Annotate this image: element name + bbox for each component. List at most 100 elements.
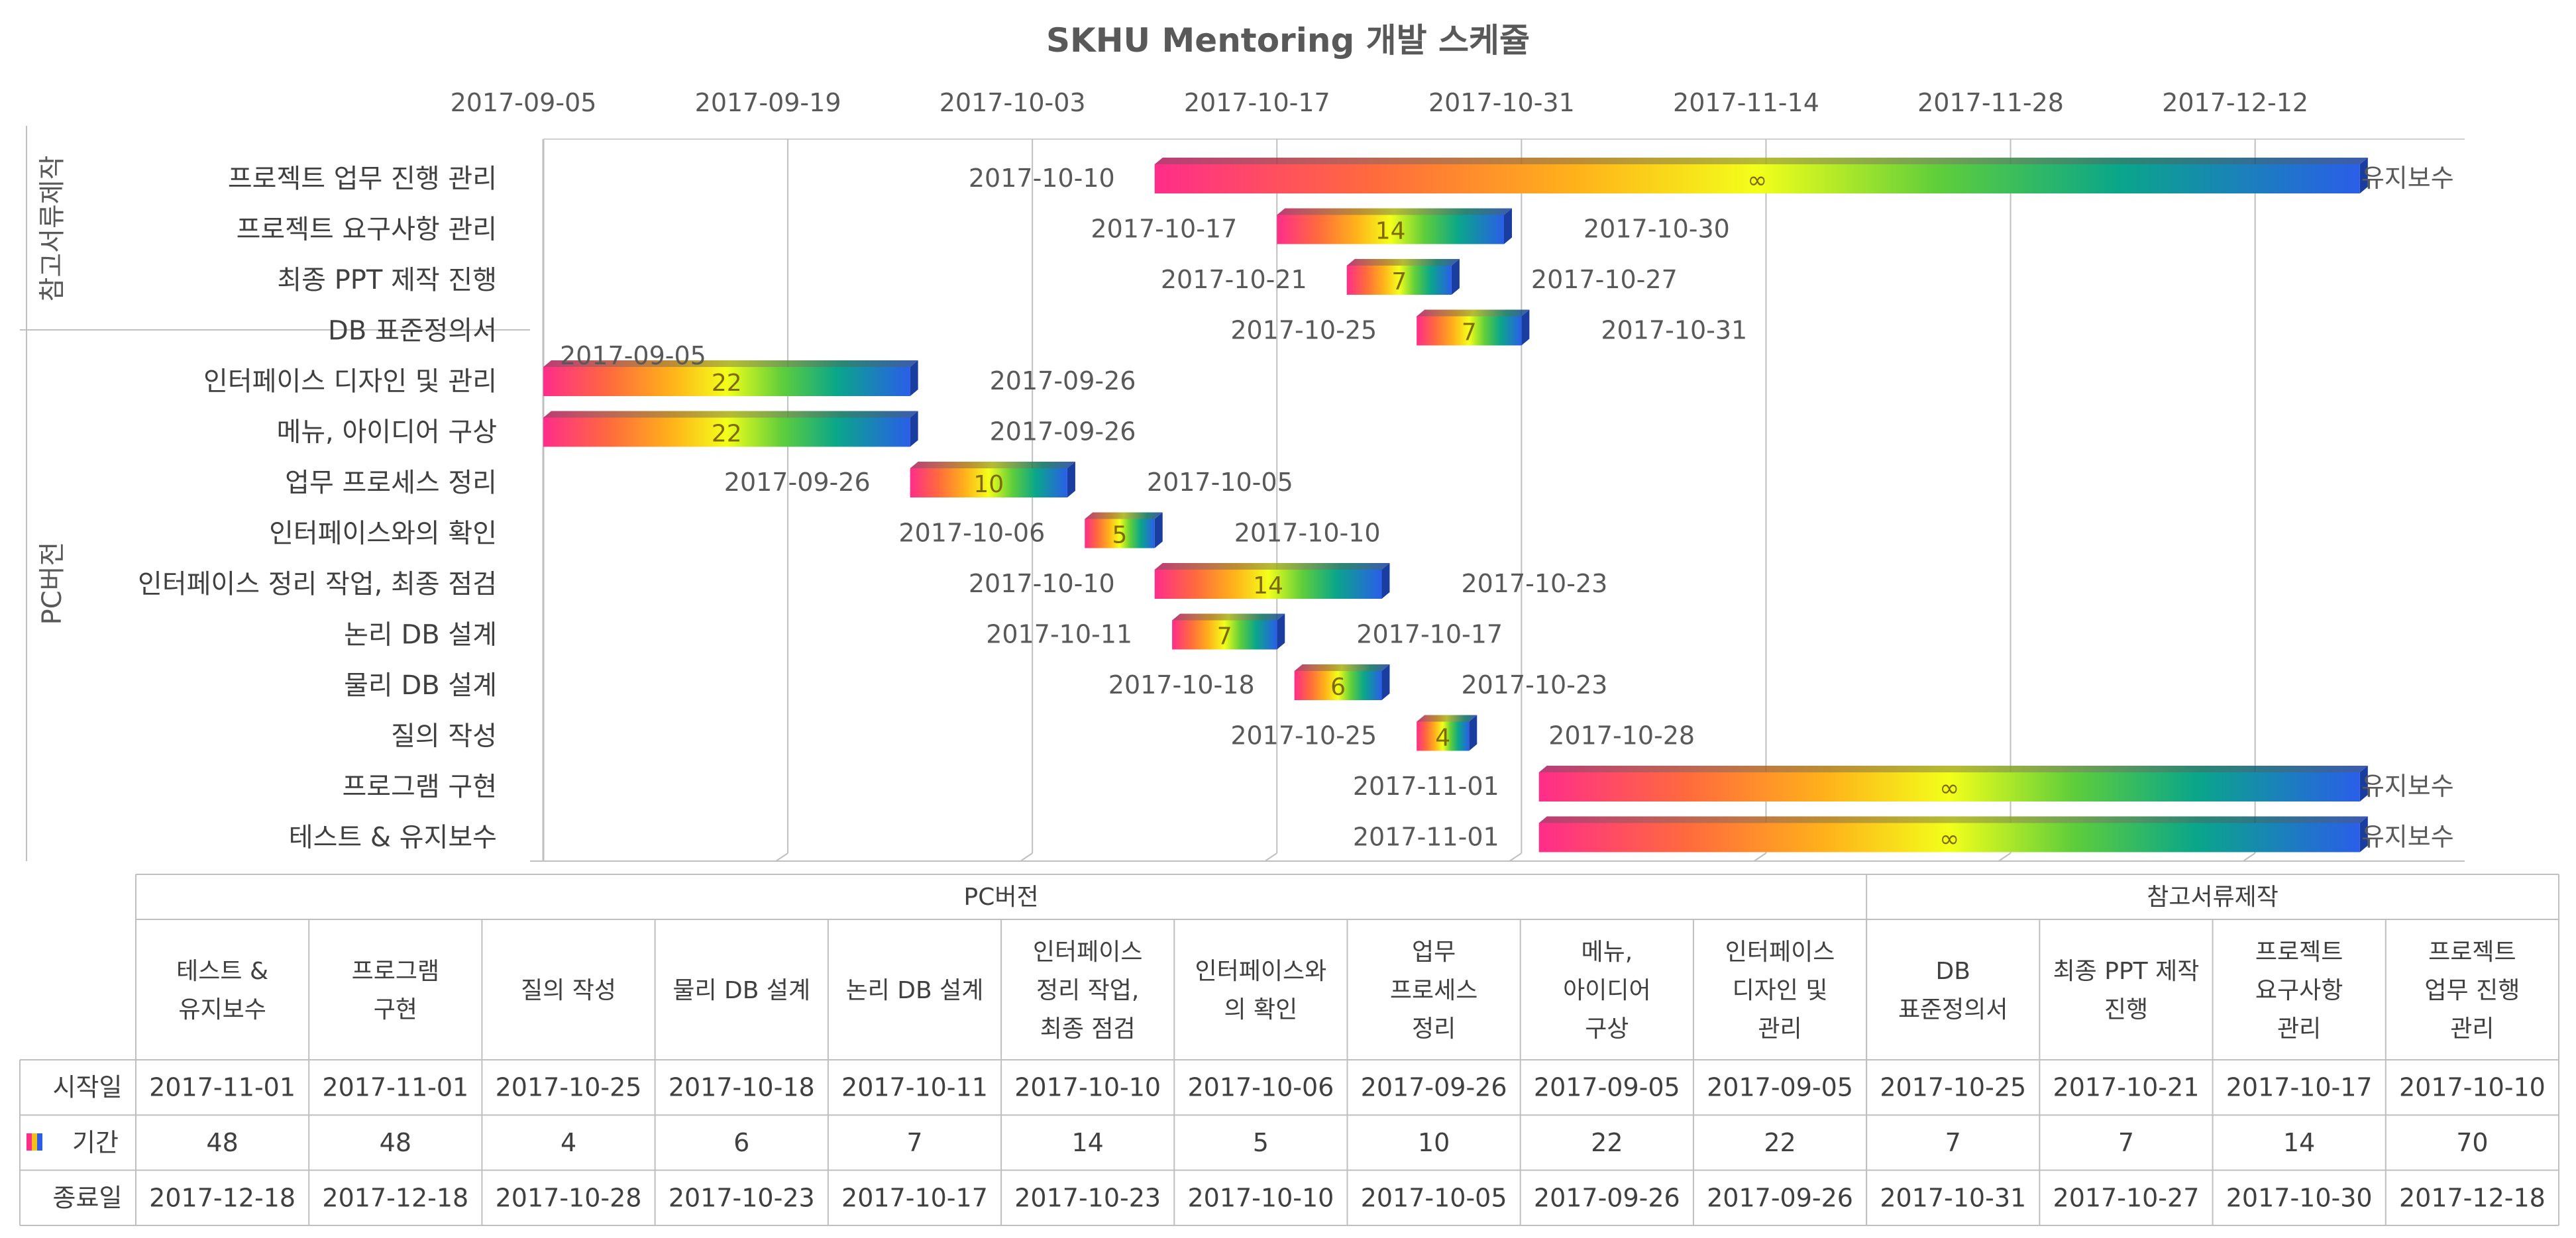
gantt-bar <box>1417 715 1477 751</box>
bar-front-face <box>1346 266 1452 295</box>
bar-value-label: 14 <box>1375 218 1406 245</box>
table-cell-end: 2017-12-18 <box>149 1183 295 1212</box>
table-cell-end: 2017-10-10 <box>1187 1183 1334 1212</box>
table-column-header: 프로젝트 <box>2255 939 2343 966</box>
table-cell-end: 2017-10-28 <box>496 1183 642 1212</box>
gantt-bar <box>1277 208 1512 244</box>
table-cell-duration: 10 <box>1418 1128 1450 1157</box>
bar-end-label: 2017-10-28 <box>1548 721 1695 750</box>
gantt-bars <box>543 158 2368 852</box>
table-cell-duration: 5 <box>1253 1128 1269 1157</box>
gridline-foot <box>1753 852 1767 862</box>
bar-side-face <box>1381 563 1390 599</box>
table-column-header: 정리 <box>1412 1015 1456 1043</box>
bar-side-face <box>1469 715 1477 751</box>
bar-front-face <box>1154 570 1382 599</box>
bar-front-face <box>1172 620 1277 650</box>
table-column-header: 의 확인 <box>1224 996 1297 1023</box>
bar-end-label: 유지보수 <box>2361 772 2454 801</box>
bar-front-face <box>1277 215 1504 244</box>
table-cell-end: 2017-10-05 <box>1361 1183 1507 1212</box>
table-column-header: 관리 <box>2450 1015 2494 1043</box>
bar-start-label: 2017-10-25 <box>1230 721 1377 750</box>
category-label: 프로젝트 업무 진행 관리 <box>228 164 497 194</box>
table-cell-start: 2017-10-10 <box>2399 1073 2546 1102</box>
table-cell-end: 2017-10-27 <box>2053 1183 2200 1212</box>
table-cell-end: 2017-10-23 <box>669 1183 815 1212</box>
bar-front-face <box>1538 823 2360 852</box>
bar-value-label: 7 <box>1217 623 1232 650</box>
legend-swatch <box>37 1133 42 1151</box>
bar-end-label: 2017-10-23 <box>1461 670 1607 699</box>
bar-side-face <box>1067 462 1075 497</box>
bar-end-label: 2017-10-10 <box>1234 519 1381 548</box>
bar-side-face <box>1451 259 1460 295</box>
table-cell-start: 2017-11-01 <box>149 1073 295 1102</box>
x-tick-label: 2017-11-28 <box>1917 88 2064 117</box>
bar-top-face <box>1172 613 1285 621</box>
bar-top-face <box>1346 259 1460 266</box>
bar-start-label: 2017-10-11 <box>986 620 1132 649</box>
table-column-header: 인터페이스와 <box>1195 958 1327 985</box>
bar-value-label: 7 <box>1462 319 1477 346</box>
table-column-header: 유지보수 <box>178 996 266 1023</box>
bar-value-label: 22 <box>712 421 742 448</box>
x-tick-label: 2017-10-31 <box>1428 88 1575 117</box>
table-cell-duration: 48 <box>206 1128 238 1157</box>
table-cell-end: 2017-12-18 <box>322 1183 468 1212</box>
bar-top-face <box>543 411 918 418</box>
gantt-bar <box>543 360 918 396</box>
gantt-bar <box>1538 766 2368 801</box>
gantt-bar <box>1417 309 1530 346</box>
table-column-header: 프로세스 <box>1390 977 1477 1004</box>
bar-top-face <box>1154 158 2368 164</box>
bar-side-face <box>2359 158 2368 193</box>
bar-labels: ∞ 2017-10-10 유지보수 14 2017-10-17 2017-10-30 7 20… <box>560 164 2454 853</box>
bar-start-label: 2017-10-06 <box>898 519 1045 548</box>
bar-value-label: ∞ <box>1747 167 1767 194</box>
table-cell-duration: 22 <box>1591 1128 1623 1157</box>
bar-side-face <box>1504 208 1512 244</box>
table-column-header: 인터페이스 <box>1033 939 1143 966</box>
bar-front-face <box>910 468 1067 497</box>
bar-front-face <box>1538 772 2360 801</box>
table-column-header: 표준정의서 <box>1898 996 2008 1023</box>
table-cell-duration: 14 <box>2283 1128 2315 1157</box>
bar-front-face <box>1085 519 1155 548</box>
table-group-header: 참고서류제작 <box>2147 884 2279 911</box>
table-column-header: 인터페이스 <box>1725 939 1835 966</box>
category-label: 최종 PPT 제작 진행 <box>277 265 497 295</box>
bar-end-label: 2017-10-30 <box>1583 215 1730 244</box>
bar-side-face <box>2359 766 2368 801</box>
bar-top-face <box>1154 563 1390 570</box>
gridline-foot <box>1509 852 1522 862</box>
bar-end-label: 2017-10-23 <box>1461 569 1607 598</box>
gantt-bar <box>910 462 1075 497</box>
bar-value-label: 4 <box>1435 725 1450 752</box>
table-cell-end: 2017-09-26 <box>1534 1183 1680 1212</box>
group-label: 참고서류제작 <box>37 156 68 302</box>
bar-side-face <box>1381 664 1390 700</box>
table-column-header: 구상 <box>1585 1015 1629 1043</box>
bar-value-label: 6 <box>1330 674 1346 701</box>
gridline-foot <box>1998 852 2012 862</box>
bar-front-face <box>1417 316 1522 346</box>
bar-front-face <box>1294 671 1382 700</box>
bar-side-face <box>1521 309 1530 346</box>
table-cell-duration: 7 <box>1945 1128 1961 1157</box>
table-column-header: 메뉴, <box>1581 939 1633 966</box>
table-cell-duration: 14 <box>1071 1128 1103 1157</box>
legend-swatch <box>32 1133 37 1151</box>
bar-start-label: 2017-09-26 <box>724 468 871 497</box>
category-label: 프로젝트 요구사항 관리 <box>237 215 497 245</box>
table-column-header: 프로젝트 <box>2428 939 2516 966</box>
bar-start-label: 2017-11-01 <box>1353 772 1499 801</box>
bar-end-label: 유지보수 <box>2361 164 2454 193</box>
gantt-bar <box>1538 816 2368 852</box>
bar-front-face <box>1154 164 2360 193</box>
table-cell-start: 2017-09-26 <box>1361 1073 1507 1102</box>
category-label: 질의 작성 <box>391 721 497 752</box>
table-column-header: 최종 PPT 제작 <box>2053 958 2200 985</box>
